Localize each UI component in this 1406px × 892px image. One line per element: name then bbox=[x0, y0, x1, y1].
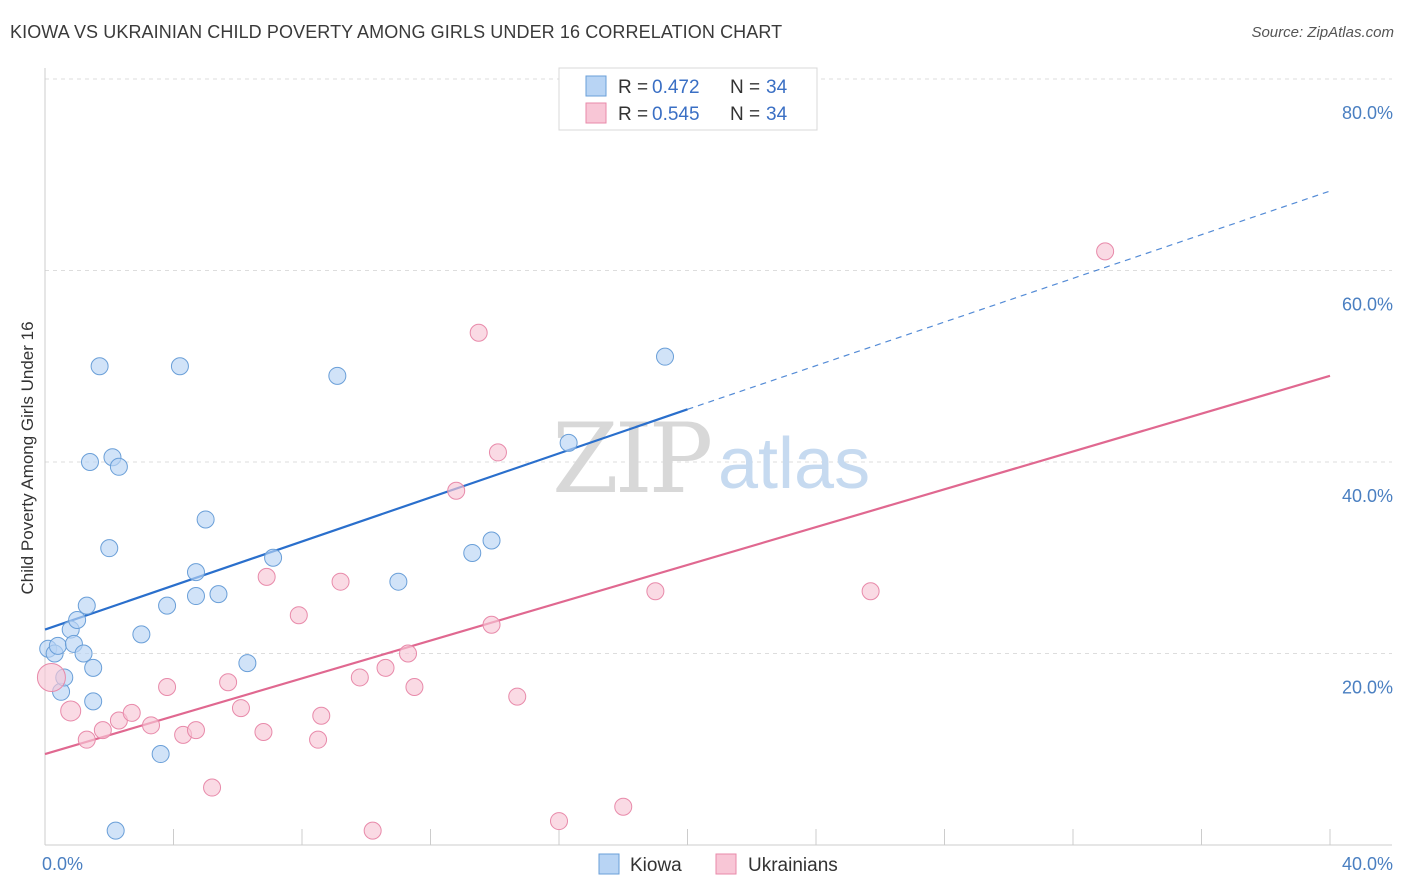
y-tick-label-3: 80.0% bbox=[1342, 103, 1393, 123]
point-ukrainians-17 bbox=[312, 706, 331, 725]
point-kiowa-19 bbox=[151, 745, 170, 764]
point-ukrainians-5 bbox=[122, 703, 141, 722]
point-kiowa-20 bbox=[158, 596, 177, 615]
point-kiowa-27 bbox=[264, 548, 283, 567]
trend-lines bbox=[44, 190, 1331, 756]
point-ukrainians-11 bbox=[219, 673, 238, 692]
y-axis-label: Child Poverty Among Girls Under 16 bbox=[18, 321, 37, 594]
chart-title: KIOWA VS UKRAINIAN CHILD POVERTY AMONG G… bbox=[10, 22, 783, 42]
point-ukrainians-0 bbox=[36, 662, 66, 692]
point-ukrainians-3 bbox=[93, 721, 112, 740]
point-kiowa-8 bbox=[74, 644, 93, 663]
trend-line-ukrainians bbox=[44, 374, 1331, 756]
bottom-legend-swatch-ukrainians bbox=[715, 853, 737, 875]
legend-r-label-kiowa: R = bbox=[618, 77, 648, 98]
point-ukrainians-20 bbox=[363, 821, 382, 840]
watermark-zip: ZIP bbox=[552, 403, 711, 515]
point-kiowa-14 bbox=[100, 539, 119, 558]
point-kiowa-30 bbox=[463, 543, 482, 562]
grid-lines bbox=[45, 78, 1392, 654]
point-ukrainians-22 bbox=[399, 644, 418, 663]
point-ukrainians-9 bbox=[186, 721, 205, 740]
legend-n-value-ukrainians: 34 bbox=[766, 104, 788, 125]
point-kiowa-26 bbox=[238, 654, 257, 673]
point-ukrainians-19 bbox=[350, 668, 369, 687]
point-ukrainians-32 bbox=[861, 582, 880, 601]
point-kiowa-33 bbox=[656, 347, 675, 366]
point-kiowa-21 bbox=[170, 357, 189, 376]
point-kiowa-31 bbox=[482, 531, 501, 550]
point-ukrainians-14 bbox=[257, 567, 276, 586]
source-credit: Source: ZipAtlas.com bbox=[1251, 24, 1394, 41]
series-legend: Kiowa Ukrainians bbox=[598, 853, 838, 876]
axes bbox=[44, 68, 1392, 846]
point-ukrainians-10 bbox=[203, 778, 222, 797]
legend-r-value-ukrainians: 0.545 bbox=[652, 104, 700, 125]
trend-line-kiowa bbox=[44, 408, 688, 631]
point-ukrainians-16 bbox=[309, 730, 328, 749]
point-kiowa-25 bbox=[209, 585, 228, 604]
legend-swatch-kiowa bbox=[585, 75, 607, 97]
point-ukrainians-25 bbox=[469, 323, 488, 342]
point-kiowa-2 bbox=[48, 636, 67, 655]
point-ukrainians-24 bbox=[447, 481, 466, 500]
point-ukrainians-33 bbox=[1096, 242, 1115, 261]
point-kiowa-9 bbox=[77, 596, 96, 615]
legend-n-label-kiowa: N = bbox=[730, 77, 760, 98]
bottom-legend-label-kiowa: Kiowa bbox=[630, 855, 682, 876]
legend-n-label-ukrainians: N = bbox=[730, 104, 760, 125]
point-ukrainians-31 bbox=[646, 582, 665, 601]
y-tick-label-2: 60.0% bbox=[1342, 295, 1393, 315]
legend-swatch-ukrainians bbox=[585, 102, 607, 124]
x-tick-label-1: 40.0% bbox=[1342, 854, 1393, 874]
point-kiowa-32 bbox=[559, 433, 578, 452]
y-tick-label-1: 40.0% bbox=[1342, 486, 1393, 506]
point-kiowa-18 bbox=[132, 625, 151, 644]
point-ukrainians-2 bbox=[77, 730, 96, 749]
point-ukrainians-29 bbox=[550, 812, 568, 831]
point-kiowa-22 bbox=[186, 563, 205, 582]
point-kiowa-17 bbox=[109, 457, 128, 476]
point-ukrainians-18 bbox=[331, 572, 350, 591]
point-ukrainians-21 bbox=[376, 658, 395, 677]
data-points bbox=[36, 242, 1115, 840]
point-kiowa-11 bbox=[84, 658, 103, 677]
point-ukrainians-13 bbox=[254, 723, 273, 742]
correlation-legend: R = 0.472 N = 34 R = 0.545 N = 34 bbox=[558, 67, 818, 131]
point-ukrainians-23 bbox=[405, 678, 424, 697]
point-ukrainians-12 bbox=[231, 699, 250, 718]
point-ukrainians-6 bbox=[142, 716, 161, 735]
watermark: ZIP atlas bbox=[552, 403, 870, 515]
point-ukrainians-27 bbox=[488, 443, 507, 462]
watermark-atlas: atlas bbox=[718, 424, 870, 504]
point-ukrainians-30 bbox=[614, 797, 633, 816]
point-ukrainians-1 bbox=[60, 700, 82, 722]
point-kiowa-28 bbox=[328, 366, 347, 385]
point-kiowa-7 bbox=[68, 610, 87, 629]
tick-labels: 20.0% 40.0% 60.0% 80.0% 0.0% 40.0% bbox=[42, 103, 1393, 874]
point-kiowa-29 bbox=[389, 572, 408, 591]
point-ukrainians-28 bbox=[508, 687, 527, 706]
point-ukrainians-26 bbox=[482, 615, 501, 634]
point-ukrainians-7 bbox=[158, 678, 177, 697]
y-tick-label-0: 20.0% bbox=[1342, 678, 1393, 698]
point-ukrainians-15 bbox=[289, 606, 308, 625]
bottom-legend-label-ukrainians: Ukrainians bbox=[748, 855, 838, 876]
legend-r-value-kiowa: 0.472 bbox=[652, 77, 700, 98]
point-kiowa-13 bbox=[90, 357, 109, 376]
point-kiowa-23 bbox=[186, 587, 205, 606]
bottom-legend-swatch-kiowa bbox=[598, 853, 620, 875]
point-kiowa-12 bbox=[84, 692, 103, 711]
legend-n-value-kiowa: 34 bbox=[766, 77, 788, 98]
x-tick-label-0: 0.0% bbox=[42, 854, 83, 874]
point-kiowa-16 bbox=[106, 821, 125, 840]
point-kiowa-10 bbox=[80, 453, 99, 471]
trend-line-kiowa-extension bbox=[687, 190, 1331, 410]
legend-r-label-ukrainians: R = bbox=[618, 104, 648, 125]
point-kiowa-24 bbox=[196, 510, 215, 529]
